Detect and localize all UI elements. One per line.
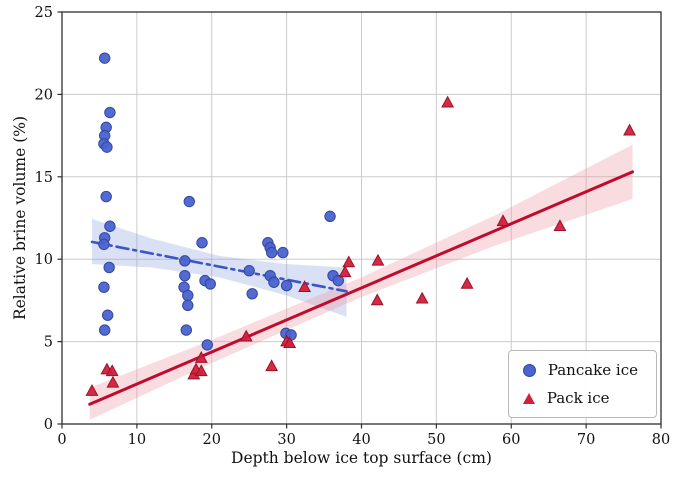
data-point bbox=[441, 95, 455, 108]
data-point bbox=[105, 364, 119, 377]
x-tick-label: 0 bbox=[57, 432, 66, 448]
x-tick-label: 80 bbox=[652, 432, 670, 448]
x-tick-label: 70 bbox=[577, 432, 595, 448]
pack-ice-trend-line bbox=[88, 170, 635, 406]
data-point bbox=[196, 237, 208, 249]
x-tick-label: 20 bbox=[203, 432, 221, 448]
data-point bbox=[101, 141, 113, 153]
legend-label-pack-ice: Pack ice bbox=[546, 389, 610, 407]
data-point bbox=[243, 265, 255, 277]
x-tick-label: 40 bbox=[352, 432, 370, 448]
plot-area bbox=[85, 52, 636, 420]
legend: Pancake ice Pack ice bbox=[507, 350, 657, 418]
data-point bbox=[101, 309, 114, 321]
data-point bbox=[103, 261, 115, 274]
data-point bbox=[239, 329, 253, 342]
data-point bbox=[179, 269, 191, 282]
y-tick-label: 20 bbox=[35, 87, 53, 103]
x-tick-label: 10 bbox=[128, 432, 146, 448]
x-tick-label: 50 bbox=[427, 432, 445, 448]
y-axis-label: Relative brine volume (%) bbox=[11, 115, 29, 321]
data-point bbox=[194, 351, 208, 363]
data-point bbox=[338, 265, 352, 278]
data-point bbox=[277, 246, 289, 259]
data-point bbox=[623, 123, 636, 136]
data-point bbox=[85, 383, 99, 396]
data-point bbox=[496, 214, 510, 227]
data-point bbox=[183, 195, 195, 208]
triangle-marker-icon bbox=[522, 392, 535, 404]
data-point bbox=[553, 219, 567, 232]
data-point bbox=[415, 291, 429, 304]
data-point bbox=[106, 375, 120, 388]
y-tick-label: 10 bbox=[35, 252, 53, 268]
data-point bbox=[283, 336, 297, 349]
legend-item-pancake-ice: Pancake ice bbox=[522, 361, 638, 379]
data-point bbox=[324, 210, 336, 223]
data-point bbox=[246, 288, 258, 300]
data-point bbox=[98, 324, 111, 336]
y-tick-label: 5 bbox=[44, 335, 53, 351]
data-point bbox=[268, 276, 280, 288]
data-point bbox=[98, 238, 110, 251]
y-tick-label: 25 bbox=[35, 5, 53, 21]
data-point bbox=[342, 255, 356, 268]
data-point bbox=[104, 220, 116, 232]
data-point bbox=[265, 246, 278, 259]
legend-item-pack-ice: Pack ice bbox=[522, 389, 638, 407]
legend-label-pancake-ice: Pancake ice bbox=[547, 361, 638, 379]
data-point bbox=[371, 253, 385, 266]
grid-lines bbox=[61, 11, 662, 425]
x-axis-label: Depth below ice top surface (cm) bbox=[231, 449, 492, 467]
data-point bbox=[280, 279, 293, 292]
tick-labels: 0 10 20 30 40 50 60 70 80 0 5 10 15 20 25 bbox=[35, 5, 671, 448]
data-point bbox=[182, 289, 194, 302]
data-point bbox=[194, 364, 208, 377]
data-point bbox=[98, 52, 111, 64]
x-tick-label: 30 bbox=[277, 432, 295, 448]
data-point bbox=[460, 276, 474, 289]
data-point bbox=[100, 190, 112, 203]
data-point bbox=[265, 359, 279, 372]
data-point bbox=[182, 299, 194, 312]
pancake-ice-points bbox=[98, 52, 344, 351]
data-point bbox=[179, 255, 191, 267]
data-point bbox=[180, 324, 192, 336]
data-point bbox=[204, 278, 216, 290]
pack-ice-points bbox=[85, 95, 636, 396]
y-tick-label: 15 bbox=[35, 170, 53, 186]
data-point bbox=[98, 281, 110, 293]
data-point bbox=[370, 293, 384, 306]
x-tick-label: 60 bbox=[502, 432, 520, 448]
data-point bbox=[104, 106, 116, 119]
data-point bbox=[332, 274, 344, 287]
data-point bbox=[298, 280, 312, 293]
circle-marker-icon bbox=[522, 363, 536, 377]
y-tick-label: 0 bbox=[44, 417, 53, 433]
data-point bbox=[201, 339, 213, 351]
pack-ice-confidence-band bbox=[89, 144, 633, 420]
